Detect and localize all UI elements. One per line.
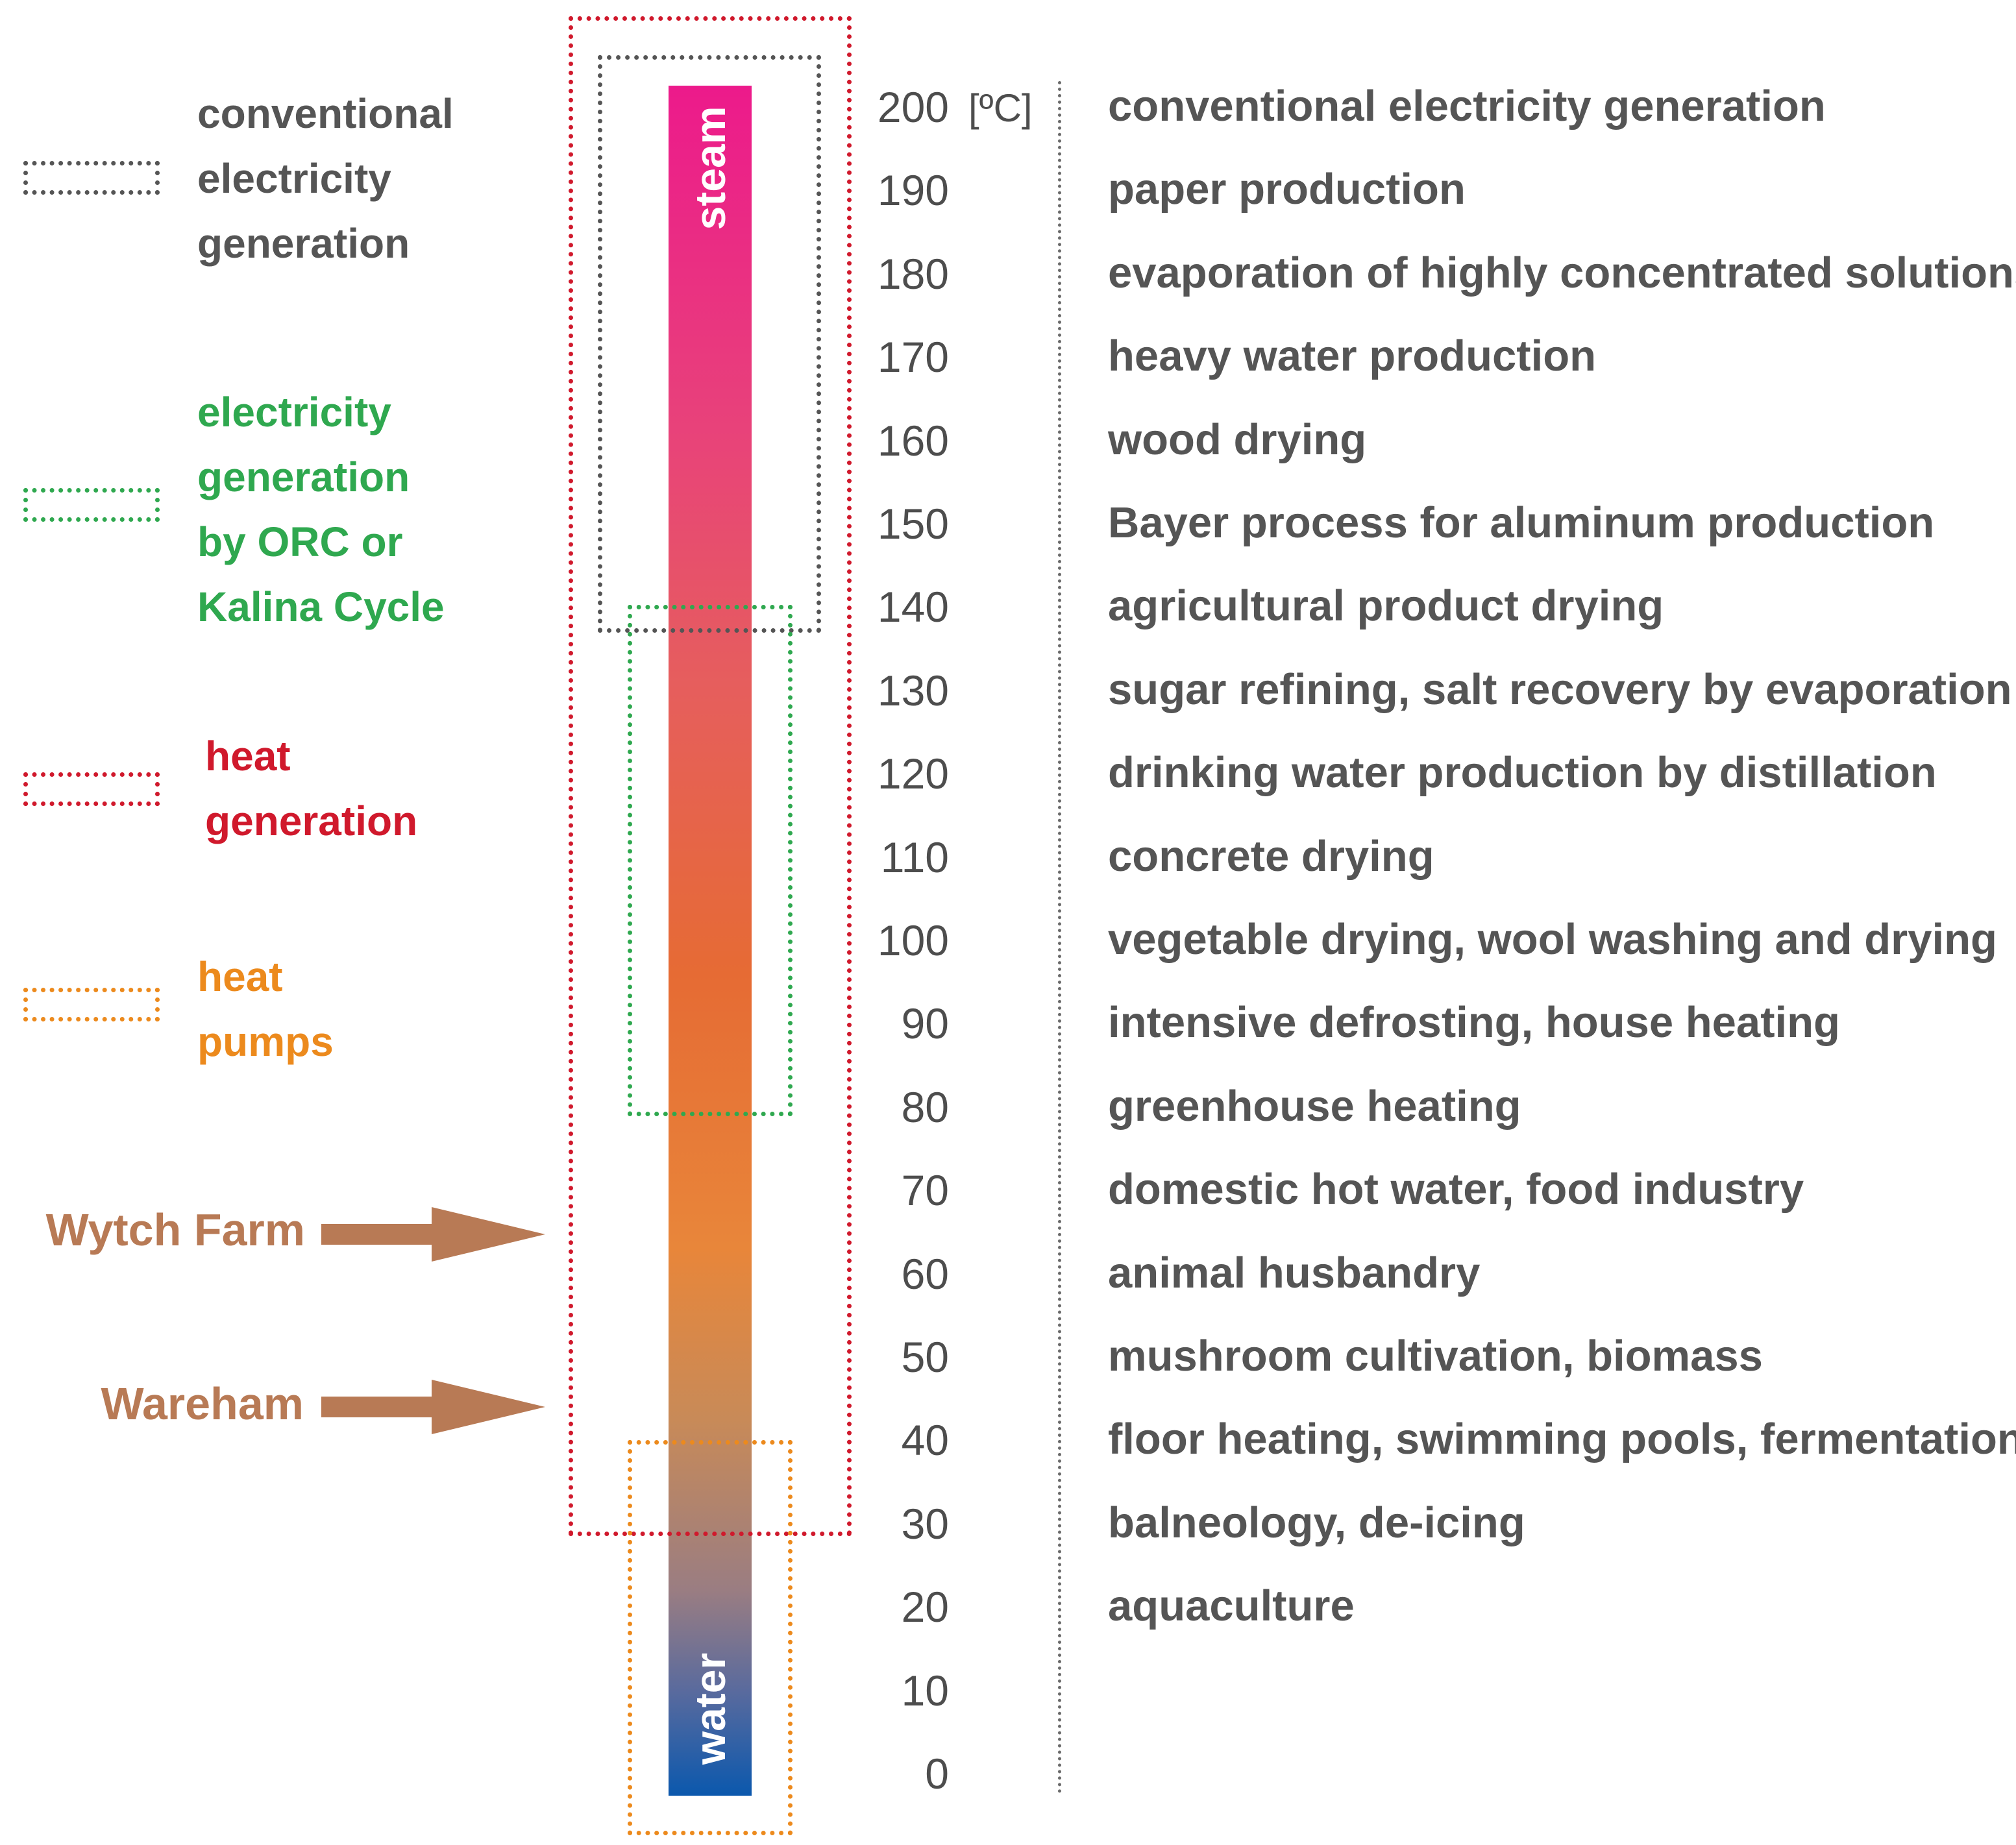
temperature-tick: 40 — [901, 1416, 949, 1465]
temperature-tick: 130 — [877, 666, 949, 715]
application-item: conventional electricity generation — [1108, 82, 1826, 130]
scale-divider-line — [1058, 81, 1061, 1794]
application-item: floor heating, swimming pools, fermentat… — [1108, 1415, 2016, 1464]
legend-label-heat: heat generation — [205, 733, 418, 844]
orc-kalina-range-box — [628, 605, 793, 1116]
temperature-tick: 120 — [877, 750, 949, 798]
application-item: wood drying — [1108, 415, 1367, 464]
legend-label-conventional: conventional electricity generation — [197, 90, 454, 267]
temperature-tick: 30 — [901, 1499, 949, 1548]
temperature-tick: 10 — [901, 1666, 949, 1715]
application-item: drinking water production by distillatio… — [1108, 748, 1937, 798]
temperature-tick: 90 — [901, 999, 949, 1048]
temperature-tick: 150 — [877, 500, 949, 548]
temperature-tick: 100 — [877, 916, 949, 964]
application-item: animal husbandry — [1108, 1248, 1481, 1297]
temperature-tick: 0 — [925, 1750, 949, 1798]
application-item: greenhouse heating — [1108, 1081, 1521, 1130]
temperature-tick: 80 — [901, 1082, 949, 1131]
conventional-electricity-range-box — [598, 55, 821, 633]
application-item: Bayer process for aluminum production — [1108, 498, 1935, 547]
application-item: concrete drying — [1108, 831, 1434, 881]
temperature-tick: 160 — [877, 416, 949, 465]
temperature-tick: 20 — [901, 1583, 949, 1631]
legend-swatch-orc — [23, 488, 160, 522]
legend-swatch-heat-pumps — [23, 988, 160, 1021]
temperature-tick: 110 — [880, 833, 949, 881]
temperature-tick: 190 — [877, 166, 949, 215]
legend-swatch-heat — [23, 772, 160, 806]
application-item: evaporation of highly concentrated solut… — [1108, 248, 2016, 297]
temperature-tick: 60 — [901, 1249, 949, 1298]
legend-swatch-conventional — [23, 161, 160, 195]
wareham-arrow — [321, 1380, 545, 1434]
temperature-tick: 50 — [901, 1333, 949, 1381]
application-item: mushroom cultivation, biomass — [1108, 1332, 1763, 1380]
temperature-tick: 180 — [877, 249, 949, 298]
application-item: domestic hot water, food industry — [1108, 1165, 1804, 1214]
site-label-wareham: Wareham — [101, 1378, 304, 1429]
application-item: aquaculture — [1108, 1582, 1355, 1631]
wytch-farm-arrow — [321, 1207, 545, 1262]
application-item: heavy water production — [1108, 332, 1597, 381]
application-item: agricultural product drying — [1108, 581, 1664, 631]
application-item: sugar refining, salt recovery by evapora… — [1108, 665, 2012, 714]
legend-label-orc: electricity generation by ORC or Kalina … — [197, 389, 445, 630]
heat-generation-range-box — [569, 16, 852, 1537]
legend-label-heat-pumps: heat pumps — [197, 953, 334, 1065]
temperature-tick: 70 — [901, 1166, 949, 1215]
application-item: paper production — [1108, 165, 1466, 214]
temperature-unit: [ºC] — [968, 86, 1033, 130]
temperature-tick: 200 — [877, 83, 949, 131]
application-item: vegetable drying, wool washing and dryin… — [1108, 915, 1997, 964]
application-item: intensive defrosting, house heating — [1108, 998, 1840, 1047]
application-item: balneology, de-icing — [1108, 1498, 1525, 1547]
temperature-tick: 170 — [877, 333, 949, 382]
site-label-wytch-farm: Wytch Farm — [45, 1204, 305, 1255]
heat-pumps-range-box — [628, 1440, 793, 1835]
temperature-gradient-bar — [669, 86, 752, 1796]
temperature-tick: 140 — [877, 583, 949, 631]
